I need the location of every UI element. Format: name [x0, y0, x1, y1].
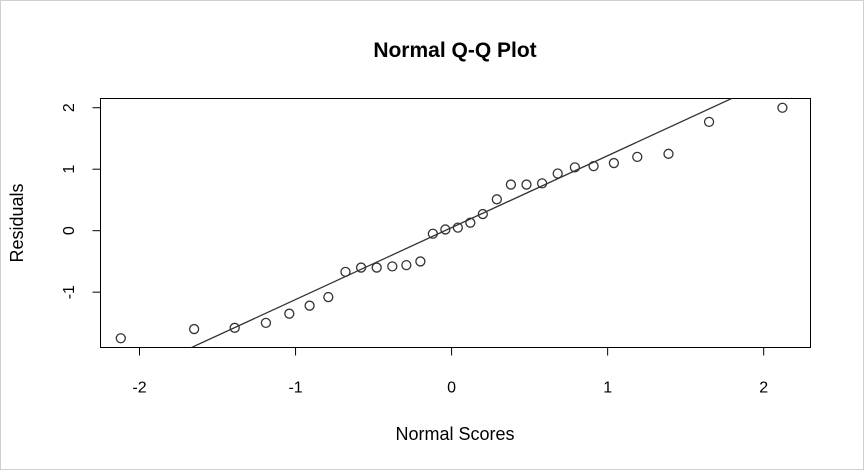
data-point — [188, 323, 200, 335]
data-point — [777, 102, 788, 113]
y-tick-label: 1 — [61, 165, 78, 174]
data-point — [440, 224, 451, 235]
data-point — [521, 179, 532, 190]
y-axis: -1 0 1 2 — [61, 103, 101, 299]
data-point — [340, 266, 351, 278]
chart-title: Normal Q-Q Plot — [373, 39, 536, 62]
data-point — [427, 228, 439, 239]
y-tick-label: -1 — [61, 285, 78, 299]
data-point — [387, 261, 398, 272]
data-point — [401, 259, 412, 271]
y-axis-label: Residuals — [7, 183, 27, 262]
data-point — [505, 179, 517, 190]
data-point — [536, 178, 548, 189]
x-axis-label: Normal Scores — [395, 424, 514, 444]
x-tick-label: -2 — [132, 380, 146, 397]
data-point — [284, 308, 295, 319]
data-point — [491, 194, 503, 205]
data-point — [703, 116, 715, 128]
x-tick-label: 0 — [447, 380, 456, 397]
data-point — [608, 157, 620, 169]
y-tick-label: 0 — [61, 226, 78, 235]
x-tick-label: -1 — [288, 380, 302, 397]
data-point — [569, 162, 581, 173]
data-point — [632, 151, 643, 163]
data-point — [115, 333, 126, 344]
x-tick-label: 1 — [603, 380, 612, 397]
data-point — [355, 262, 367, 273]
data-point — [371, 262, 382, 273]
data-point — [477, 208, 488, 220]
data-point — [552, 168, 563, 179]
reference-line — [189, 98, 734, 348]
plot-area-frame — [100, 98, 811, 348]
data-point — [304, 300, 315, 311]
data-point — [323, 291, 334, 303]
data-point — [229, 322, 240, 333]
x-tick-label: 2 — [759, 380, 768, 397]
plot-content — [115, 98, 788, 348]
data-point — [465, 217, 476, 228]
data-point — [452, 222, 463, 233]
data-point — [260, 317, 272, 329]
data-point — [588, 160, 599, 172]
x-axis: -2 -1 0 1 2 — [132, 347, 768, 397]
data-point — [415, 256, 426, 267]
data-point — [663, 148, 674, 159]
y-tick-label: 2 — [61, 103, 78, 112]
